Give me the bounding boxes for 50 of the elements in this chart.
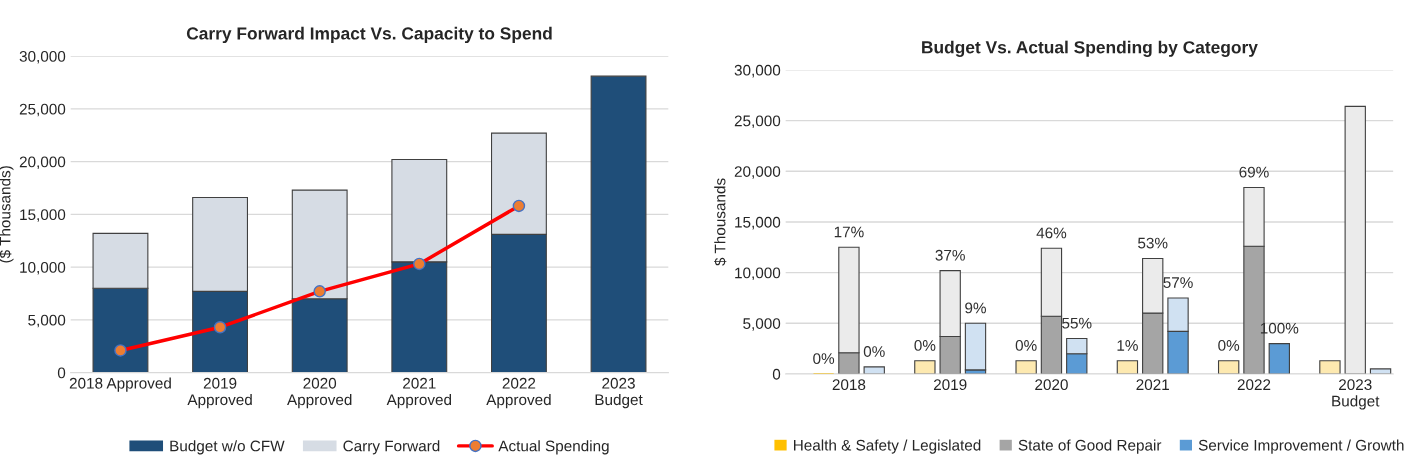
y-tick-label: 30,000 (734, 64, 781, 78)
y-axis-title: $ Thousands (714, 178, 727, 266)
y-tick-label: 15,000 (20, 209, 66, 222)
y-tick-label: 25,000 (19, 103, 66, 117)
annotation: 0% (1015, 340, 1037, 351)
annotation: 17% (834, 226, 864, 238)
annotation: 9% (965, 302, 986, 314)
x-tick-label: 2022 (1237, 379, 1271, 391)
annotation: 69% (1239, 166, 1269, 178)
annotation: 46% (1036, 227, 1067, 239)
y-tick-label: 20,000 (734, 166, 781, 179)
annotation: 37% (935, 249, 965, 261)
annotation: 0% (914, 340, 936, 351)
y-tick-label: 5,000 (28, 314, 66, 328)
legend-label: Actual Spending (498, 440, 609, 455)
x-tick-label: 2018 (832, 379, 866, 391)
y-tick-label: 10,000 (20, 261, 66, 275)
legend-label: Carry Forward (343, 440, 440, 455)
x-tick-label: 2021 (1136, 379, 1169, 391)
y-tick-label: 15,000 (735, 216, 781, 230)
x-tick-label: 2023 Budget (1332, 379, 1380, 410)
x-tick-label: 2022 Approved (486, 377, 551, 409)
chart-title: Carry Forward Impact Vs. Capacity to Spend (186, 26, 552, 44)
chart-title: Budget Vs. Actual Spending by Category (922, 40, 1258, 57)
annotation: 0% (1218, 340, 1240, 351)
annotation: 0% (863, 346, 885, 357)
annotation: 0% (813, 353, 835, 365)
y-tick-label: 20,000 (19, 156, 66, 170)
annotation: 57% (1163, 277, 1193, 288)
x-tick-label: 2019 Approved (187, 377, 252, 409)
y-axis-title: ($ Thousands) (0, 166, 14, 263)
x-tick-label: 2018 Approved (69, 377, 171, 392)
y-tick-label: 25,000 (734, 115, 781, 129)
x-tick-label: 2019 (933, 379, 967, 391)
legend-label: Health & Safety / Legislated (794, 439, 981, 454)
annotation: 1% (1117, 340, 1138, 351)
x-tick-label: 2023 Budget (595, 377, 643, 409)
y-tick-label: 0 (772, 368, 781, 380)
x-tick-label: 2021 Approved (386, 377, 452, 409)
y-tick-label: 0 (57, 367, 66, 379)
legend-label: State of Good Repair (1018, 439, 1162, 454)
legend-label: Budget w/o CFW (170, 440, 285, 455)
annotation: 53% (1138, 237, 1168, 249)
x-tick-label: 2020 Approved (287, 377, 352, 409)
annotation: 55% (1062, 317, 1092, 329)
y-tick-label: 30,000 (19, 50, 66, 64)
x-tick-label: 2020 (1035, 379, 1068, 391)
y-tick-label: 10,000 (735, 267, 781, 281)
y-tick-label: 5,000 (743, 318, 781, 331)
legend-label: Service Improvement / Growth (1198, 439, 1404, 454)
